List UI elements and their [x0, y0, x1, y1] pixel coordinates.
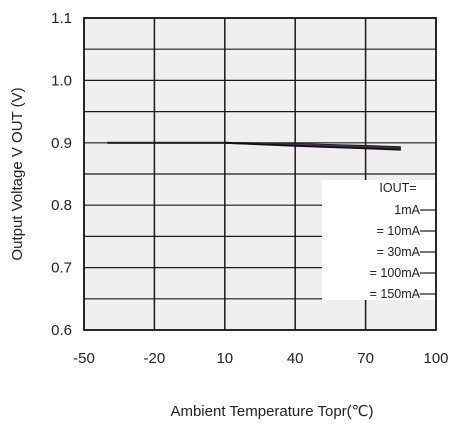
legend-box — [322, 180, 436, 300]
y-tick-label: 1.1 — [51, 10, 72, 27]
x-tick-label: 100 — [423, 350, 448, 367]
legend-entry: = 30mA — [377, 245, 421, 259]
x-axis-title: Ambient Temperature Topr(℃) — [170, 403, 373, 420]
legend-entry: = 100mA — [370, 266, 421, 280]
legend-title: IOUT= — [379, 181, 416, 195]
plot-border — [83, 17, 437, 331]
y-tick-label: 0.8 — [51, 197, 72, 214]
x-tick-label: 70 — [357, 350, 374, 367]
x-tick-label: 10 — [216, 350, 233, 367]
series-lines — [107, 141, 401, 151]
x-tick-label: -50 — [73, 350, 95, 367]
y-tick-label: 0.9 — [51, 135, 72, 152]
y-tick-label: 0.7 — [51, 260, 72, 277]
series-line-150ma — [224, 141, 401, 151]
legend-entry: = 10mA — [377, 224, 421, 238]
legend-entry: 1mA — [394, 203, 420, 217]
legend-entry: = 150mA — [370, 287, 421, 301]
x-tick-label: 40 — [287, 350, 304, 367]
x-tick-label: -20 — [144, 350, 166, 367]
y-axis-title: Output Voltage V OUT (V) — [9, 87, 26, 260]
legend: IOUT= 1mA = 10mA = 30mA = 100mA = 150mA — [322, 180, 436, 301]
axes: -50 -20 10 40 70 100 0.6 0.7 0.8 0.9 1.0 1.1 — [51, 10, 448, 367]
y-tick-label: 0.6 — [51, 322, 72, 339]
y-tick-label: 1.0 — [51, 72, 72, 89]
